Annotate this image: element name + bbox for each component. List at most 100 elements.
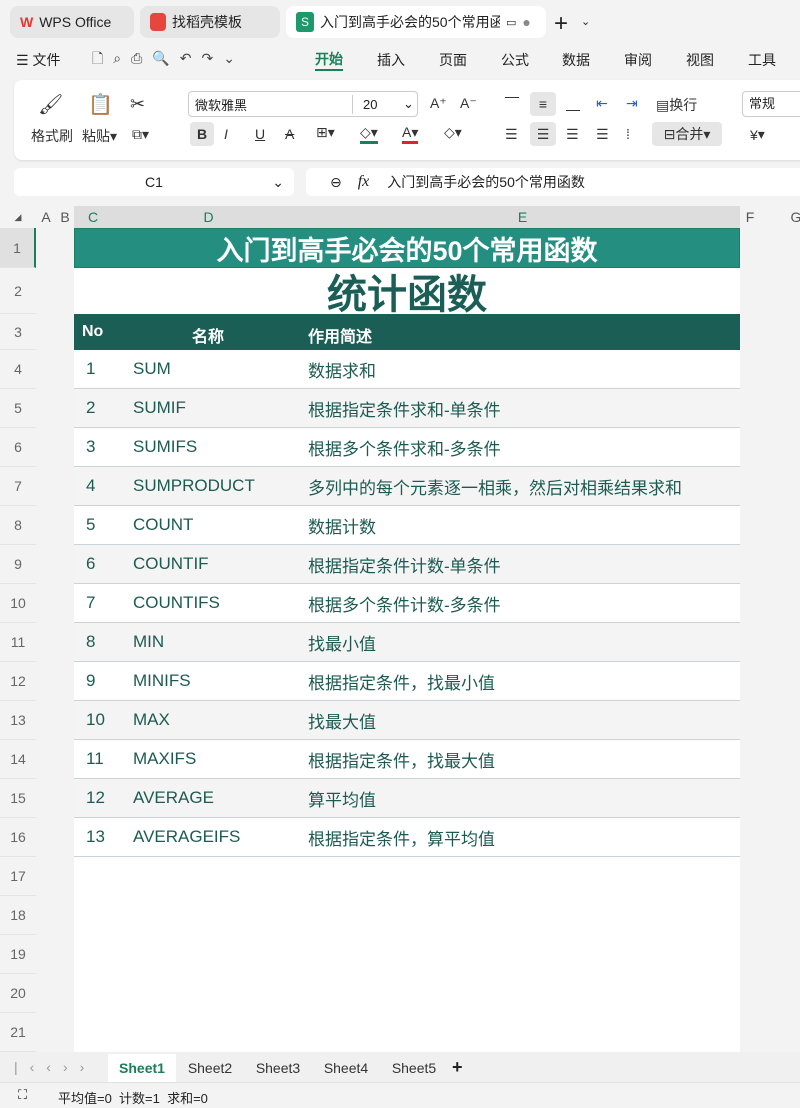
menu-review[interactable]: 审阅 [624, 52, 652, 68]
align-bottom-icon[interactable]: ⎽ [566, 95, 580, 111]
sheet-tab[interactable]: Sheet3 [255, 1060, 301, 1076]
cell-description[interactable]: 根据指定条件，找最小值 [308, 673, 495, 693]
cell-description[interactable]: 算平均值 [308, 790, 376, 810]
cell-description[interactable]: 根据多个条件计数-多条件 [308, 595, 501, 615]
cell-no[interactable]: 3 [86, 437, 96, 456]
cell-name[interactable]: COUNT [133, 515, 194, 534]
row-header[interactable]: 7 [0, 467, 36, 506]
bold-button[interactable]: B [190, 122, 214, 146]
col-header-d[interactable]: D [203, 209, 214, 225]
row-header[interactable]: 6 [0, 428, 36, 467]
cell-name[interactable]: AVERAGE [133, 788, 214, 807]
italic-button[interactable]: I [224, 126, 228, 142]
format-painter-icon[interactable]: 🖌 [38, 94, 64, 116]
header-no[interactable]: No [82, 323, 104, 340]
table-row[interactable]: 11 MAXIFS 根据指定条件，找最大值 [74, 740, 740, 779]
row-header[interactable]: 10 [0, 584, 36, 623]
increase-indent-icon[interactable]: ⇥ [626, 95, 638, 111]
menu-view[interactable]: 视图 [686, 52, 714, 68]
wrap-text-button[interactable]: ▤ 换行 [656, 96, 698, 114]
currency-button[interactable]: ¥ ▾ [750, 126, 765, 143]
name-box[interactable]: C1 ⌄ [14, 168, 294, 196]
cell-name[interactable]: SUMPRODUCT [133, 476, 255, 495]
sheet-subtitle-cell[interactable]: 统计函数 [327, 273, 487, 317]
fill-color-icon[interactable]: ◇▾ [360, 124, 378, 144]
row-header[interactable]: 16 [0, 818, 36, 857]
sheet-nav-arrows[interactable]: |‹‹›› | [14, 1059, 128, 1075]
row-header[interactable]: 17 [0, 857, 36, 896]
add-sheet-plus-icon[interactable]: + [452, 1057, 463, 1077]
align-left-icon[interactable]: ☰ [505, 126, 518, 142]
underline-button[interactable]: U [255, 126, 266, 142]
clear-format-icon[interactable]: ◇▾ [444, 124, 462, 140]
row-header[interactable]: 13 [0, 701, 36, 740]
cell-name[interactable]: SUMIFS [133, 437, 198, 456]
cell-name[interactable]: MIN [133, 632, 165, 651]
cell-no[interactable]: 4 [86, 476, 96, 495]
table-row[interactable]: 1 SUM 数据求和 [74, 350, 740, 389]
row-header[interactable]: 3 [0, 314, 36, 350]
border-icon[interactable]: ⊞▾ [316, 124, 335, 140]
cell-name[interactable]: SUMIF [133, 398, 186, 417]
cell-description[interactable]: 数据计数 [308, 517, 376, 537]
font-color-icon[interactable]: A▾ [402, 124, 419, 144]
table-row[interactable]: 7 COUNTIFS 根据多个条件计数-多条件 [74, 584, 740, 623]
tab-docer[interactable]: 找稻壳模板 [140, 6, 280, 38]
sheet-tab[interactable]: Sheet2 [187, 1060, 233, 1076]
col-header-f[interactable]: F [745, 209, 755, 225]
table-row[interactable]: 10 MAX 找最大值 [74, 701, 740, 740]
menu-data[interactable]: 数据 [562, 52, 590, 68]
table-row[interactable]: 3 SUMIFS 根据多个条件求和-多条件 [74, 428, 740, 467]
menu-insert[interactable]: 插入 [377, 52, 405, 68]
table-row[interactable]: 12 AVERAGE 算平均值 [74, 779, 740, 818]
col-header-b[interactable]: B [60, 209, 70, 225]
format-painter-button[interactable]: 格式刷 [31, 128, 73, 144]
fx-icon[interactable]: fx [357, 173, 370, 190]
cell-no[interactable]: 2 [86, 398, 96, 417]
cell-name[interactable]: COUNTIFS [133, 593, 220, 612]
sheet-tab[interactable]: Sheet1 [108, 1054, 176, 1082]
header-name[interactable]: 名称 [192, 329, 225, 346]
copy-icon[interactable]: ⧉▾ [132, 126, 150, 142]
cell-name[interactable]: COUNTIF [133, 554, 209, 573]
row-header[interactable]: 20 [0, 974, 36, 1013]
align-right-icon[interactable]: ☰ [566, 126, 579, 142]
monitor-icon[interactable]: ▭ [506, 16, 517, 29]
cell-name[interactable]: MAXIFS [133, 749, 197, 768]
cell-no[interactable]: 7 [86, 593, 96, 612]
cell-description[interactable]: 根据指定条件计数-单条件 [308, 556, 501, 576]
row-header[interactable]: 8 [0, 506, 36, 545]
cell-no[interactable]: 6 [86, 554, 96, 573]
align-top-icon[interactable]: ⎺ [505, 95, 519, 111]
sheet-tab[interactable]: Sheet5 [391, 1060, 437, 1076]
cut-icon[interactable]: ✂ [130, 94, 146, 114]
zoom-formula-icon[interactable]: ⊖ [330, 173, 342, 190]
table-row[interactable]: 9 MINIFS 根据指定条件，找最小值 [74, 662, 740, 701]
table-row[interactable]: 5 COUNT 数据计数 [74, 506, 740, 545]
merge-button[interactable]: ⊟ 合并 ▾ [652, 122, 722, 146]
cell-description[interactable]: 根据指定条件，找最大值 [308, 751, 495, 771]
table-row[interactable]: 2 SUMIF 根据指定条件求和-单条件 [74, 389, 740, 428]
decrease-font-icon[interactable]: A⁻ [460, 95, 477, 111]
tab-list-chevron-icon[interactable]: ⌄ [581, 16, 591, 28]
align-middle-icon[interactable]: ≡ [530, 92, 556, 116]
cell-name[interactable]: AVERAGEIFS [133, 827, 241, 846]
cell-name[interactable]: SUM [133, 359, 171, 378]
justify-icon[interactable]: ☰ [596, 126, 609, 142]
number-format-selector[interactable]: 常规 [742, 91, 800, 117]
tab-document[interactable]: S 入门到高手必会的50个常用函数 ▭ ● [286, 6, 546, 38]
cell-no[interactable]: 8 [86, 632, 96, 651]
row-header[interactable]: 1 [0, 228, 36, 268]
distribute-icon[interactable]: ⁞ [626, 126, 630, 142]
cell-description[interactable]: 根据指定条件求和-单条件 [308, 400, 501, 420]
paste-button[interactable]: 粘贴 ▾ [82, 127, 118, 145]
row-header[interactable]: 11 [0, 623, 36, 662]
row-header[interactable]: 9 [0, 545, 36, 584]
new-tab-plus-icon[interactable]: + [554, 10, 569, 37]
increase-font-icon[interactable]: A⁺ [430, 95, 447, 111]
font-selector[interactable]: 微软雅黑 20 ⌄ [188, 91, 418, 117]
col-header-e[interactable]: E [517, 209, 528, 225]
table-row[interactable]: 6 COUNTIF 根据指定条件计数-单条件 [74, 545, 740, 584]
cell-no[interactable]: 11 [86, 749, 104, 768]
col-header-a[interactable]: A [41, 209, 51, 225]
